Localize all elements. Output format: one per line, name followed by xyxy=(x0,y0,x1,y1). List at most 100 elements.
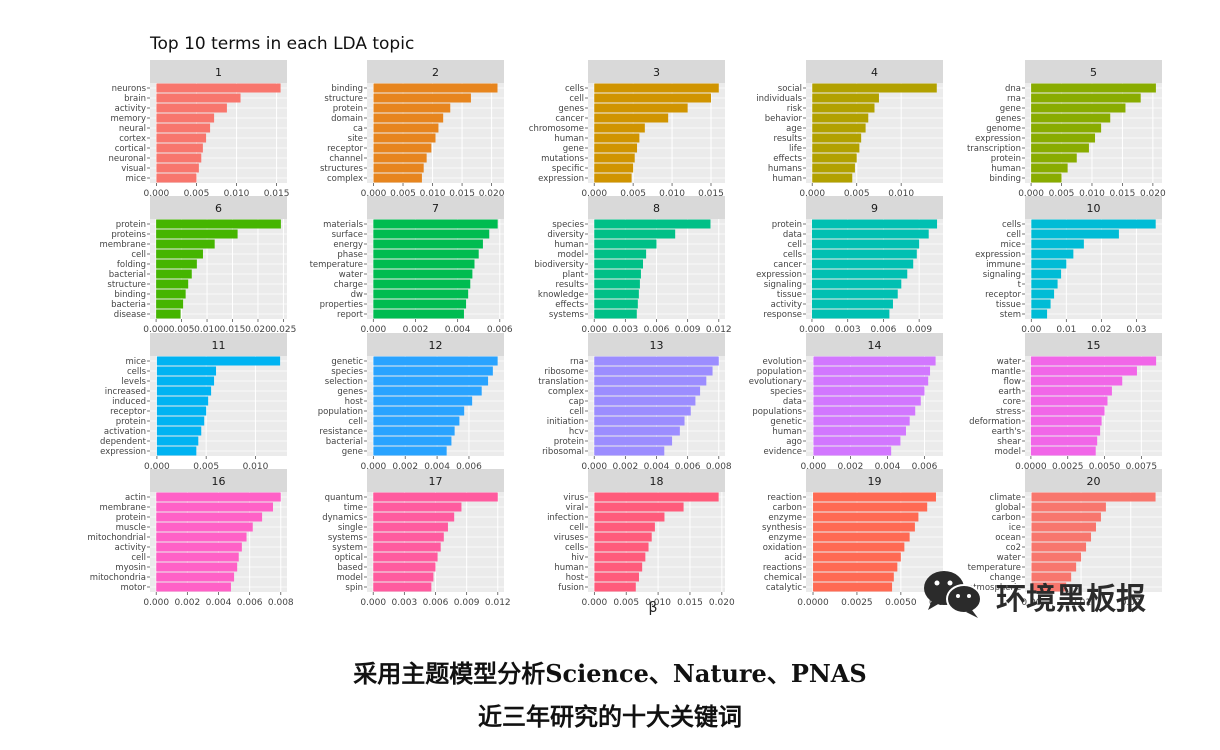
bar xyxy=(156,299,184,309)
bar xyxy=(1030,366,1137,376)
bar xyxy=(1031,113,1111,123)
term-label: evolution xyxy=(763,357,803,367)
term-label: specific xyxy=(552,164,584,174)
bar xyxy=(156,406,207,416)
term-label: data xyxy=(783,230,802,240)
bar xyxy=(156,269,192,279)
x-tick-label: 0.005 xyxy=(620,189,646,199)
bar xyxy=(594,123,645,133)
term-label: population xyxy=(757,367,802,377)
term-label: expression xyxy=(975,250,1021,260)
x-tick-label: 0.002 xyxy=(174,598,200,608)
term-label: change xyxy=(990,573,1021,583)
x-tick-label: 0.002 xyxy=(392,462,418,472)
bar xyxy=(156,502,273,512)
term-label: oxidation xyxy=(763,543,802,553)
term-label: systems xyxy=(328,533,364,543)
term-label: cell xyxy=(569,407,584,417)
term-label: actin xyxy=(125,493,146,503)
bar xyxy=(594,239,657,249)
term-label: flow xyxy=(1003,377,1021,387)
term-label: dw xyxy=(351,290,363,300)
term-label: mitochondrial xyxy=(87,533,146,543)
term-label: translation xyxy=(538,377,584,387)
bar xyxy=(156,289,186,299)
facet-strip xyxy=(1025,196,1162,219)
facet-strip-label: 3 xyxy=(653,66,660,79)
facet-strip-label: 14 xyxy=(868,339,882,352)
term-label: membrane xyxy=(99,240,146,250)
bar xyxy=(1031,532,1092,542)
bar xyxy=(1030,386,1112,396)
x-tick-label: 0.010 xyxy=(420,189,446,199)
term-label: systems xyxy=(549,310,585,320)
bar xyxy=(156,542,242,552)
term-label: stress xyxy=(996,407,1022,417)
bar xyxy=(1031,562,1077,572)
bar xyxy=(156,249,203,259)
x-tick-label: 0.0025 xyxy=(841,598,873,608)
x-tick-label: 0.025 xyxy=(271,325,297,335)
bar xyxy=(594,436,673,446)
term-label: genes xyxy=(337,387,363,397)
term-label: ribosome xyxy=(544,367,584,377)
x-tick-label: 0.00 xyxy=(1021,598,1041,608)
term-label: ago xyxy=(786,437,802,447)
x-tick-label: 0.002 xyxy=(838,462,864,472)
bar xyxy=(594,279,640,289)
x-tick-label: 0.003 xyxy=(835,325,861,335)
x-tick-label: 0.020 xyxy=(245,325,271,335)
facet-strip-label: 11 xyxy=(212,339,226,352)
term-label: human xyxy=(554,134,584,144)
bar xyxy=(813,532,910,542)
term-label: receptor xyxy=(110,407,146,417)
term-label: quantum xyxy=(325,493,363,503)
x-tick-label: 0.0050 xyxy=(1089,462,1121,472)
bar xyxy=(373,512,455,522)
bar xyxy=(156,93,241,103)
term-label: cells xyxy=(783,250,803,260)
bar xyxy=(373,446,447,456)
facet-strip-label: 8 xyxy=(653,202,660,215)
bar xyxy=(156,386,212,396)
term-label: selection xyxy=(325,377,363,387)
bar xyxy=(1031,239,1084,249)
x-tick-label: 0.006 xyxy=(487,325,513,335)
term-label: tissue xyxy=(996,300,1021,310)
bar xyxy=(373,219,498,229)
term-label: properties xyxy=(320,300,364,310)
bar xyxy=(594,542,649,552)
facet-strip xyxy=(367,60,504,83)
term-label: core xyxy=(1003,397,1021,407)
lda-facet-chart: Top 10 terms in each LDA topic 10.000 0.0… xyxy=(87,34,1166,616)
bar xyxy=(812,143,860,153)
term-label: human xyxy=(991,164,1021,174)
term-label: mice xyxy=(1000,240,1021,250)
bar xyxy=(1031,229,1119,239)
x-tick-label: 0.0025 xyxy=(1052,462,1084,472)
x-tick-label: 0.000 xyxy=(581,325,607,335)
bar xyxy=(156,492,281,502)
term-label: cells xyxy=(565,543,585,553)
term-label: rna xyxy=(570,357,584,367)
term-label: species xyxy=(552,220,584,230)
facet-strip xyxy=(806,469,943,492)
bar xyxy=(1031,153,1077,163)
x-tick-label: 0.015 xyxy=(449,189,475,199)
x-tick-label: 0.005 xyxy=(184,189,210,199)
x-tick-label: 0.010 xyxy=(1079,189,1105,199)
term-label: individuals xyxy=(756,94,802,104)
bar xyxy=(813,436,901,446)
x-tick-label: 0.03 xyxy=(1126,325,1146,335)
facet-panel-9: 9 0.000 0.003 0.006 0.009 proteindatacellcell… xyxy=(756,196,943,335)
term-label: activity xyxy=(771,300,802,310)
x-tick-label: 0.004 xyxy=(644,462,670,472)
bar xyxy=(1031,249,1074,259)
bar xyxy=(813,356,936,366)
term-label: cell xyxy=(131,553,146,563)
term-label: energy xyxy=(333,240,363,250)
facet-strip xyxy=(150,469,287,492)
term-label: cell xyxy=(569,94,584,104)
term-label: dependent xyxy=(100,437,147,447)
term-label: cortex xyxy=(119,134,146,144)
